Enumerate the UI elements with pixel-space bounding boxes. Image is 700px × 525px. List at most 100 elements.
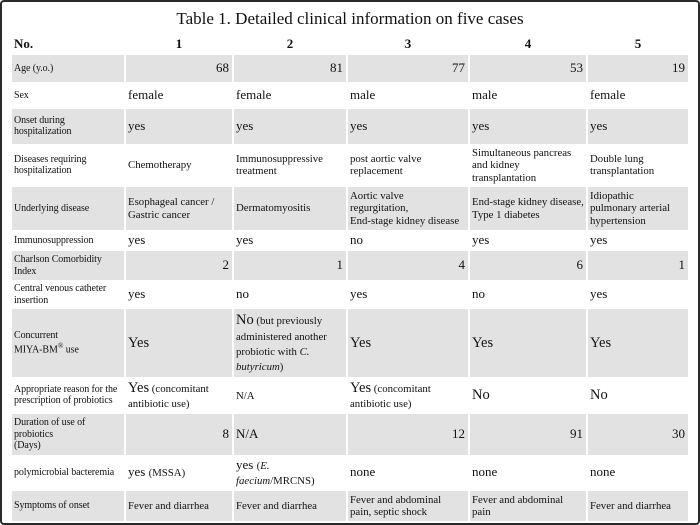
row-label: Immunosuppression [14,234,94,246]
case-4-value: no [472,286,485,302]
case-2-value: 81 [234,54,346,82]
case-1-value: Chemotherapy [128,159,192,172]
row-label: Concurrent MIYA-BM® use [12,309,124,377]
case-1-value: Yes [126,309,232,377]
row-label: Charlson Comorbidity Index [12,251,124,281]
case-4-value: yes [472,232,490,248]
row-label: Appropriate reason for the prescription … [14,383,118,407]
case-5-value: 19 [588,54,688,82]
case-4-value: 6 [470,251,586,281]
case-2-value: yes [236,232,254,248]
table-row: Central venous catheter insertion yes no ye… [12,280,688,309]
row-label: Duration of use of probiotics (Days) [12,414,124,455]
case-1-value: Esophageal cancer / Gastric cancer [126,187,232,231]
case-5-value: yes [588,108,688,144]
case-4-value: Fever and abdominal pain [470,490,586,522]
case-2-value: female [236,86,272,102]
case-1-value: yes (MSSA) [128,464,186,480]
row-label: Central venous catheter insertion [14,283,107,306]
header-case-3: 3 [404,36,412,51]
case-3-value: no [350,232,363,248]
case-3-value: Yes (concomitant antibiotic use) [350,379,431,411]
case-5-value: 1 [588,251,688,281]
case-3-value: Yes [348,309,468,377]
case-3-value: 77 [348,54,468,82]
case-4-value: male [472,86,498,102]
table-row: Underlying disease Esophageal cancer / Ga… [12,187,688,231]
header-row: No. 1 2 3 4 5 [12,34,688,55]
case-5-value: Yes [588,309,688,377]
table-row: Sex female female male male female [12,82,688,109]
case-1-value: female [128,86,164,102]
table-body: Age (y.o.) 68 81 77 53 19 Sex female female male m… [12,54,688,523]
case-3-value: 12 [348,414,468,455]
case-1-value: Enterocolitis [126,521,232,523]
table-row: Appropriate reason for the prescription … [12,377,688,415]
row-label: Age (y.o.) [12,54,124,82]
case-2-value: yes (E. faecium/MRCNS) [236,456,315,487]
case-1-value: yes [128,232,146,248]
case-5-value: Double lung transplantation [590,153,655,178]
case-3-value: post aortic valve replacement [350,153,422,178]
case-5-value: none [590,464,616,480]
case-1-value: 68 [126,54,232,82]
case-3-value: Fever and abdominal pain, septic shock [348,490,468,522]
case-4-value: 91 [470,414,586,455]
case-5-value: 30 [588,414,688,455]
case-4-value: 53 [470,54,586,82]
row-label: Sex [14,89,29,101]
row-label: Diagnosis [12,521,124,523]
case-5-value: Idiopathic pulmonary arterial hypertensi… [588,187,688,231]
case-1-value: yes [126,108,232,144]
table-row: Charlson Comorbidity Index 2 1 4 6 1 [12,251,688,281]
case-1-value: 8 [126,414,232,455]
case-5-value: No [590,387,608,404]
case-2-value: Enterocolitis [234,521,346,523]
case-4-value: Duodenal perforation [470,521,586,523]
clinical-table: No. 1 2 3 4 5 Age (y.o.) 68 81 77 53 19 Sex fem… [10,34,690,523]
table-row: Diseases requiring hospitalization Chemot… [12,144,688,187]
case-2-value: yes [234,108,346,144]
table-row: Onset during hospitalization yes yes yes yes… [12,108,688,144]
case-5-value: Fever and diarrhea [588,490,688,522]
case-3-value: Aortic valve regurgitation, End-stage ki… [348,187,468,231]
case-4-value: yes [470,108,586,144]
case-5-value: Enterocolitis [588,521,688,523]
case-3-value: 4 [348,251,468,281]
table-row: Immunosuppression yes yes no yes yes [12,230,688,251]
table-title: Table 1. Detailed clinical information o… [176,9,524,28]
case-2-value: Fever and diarrhea [234,490,346,522]
row-label: Underlying disease [12,187,124,231]
case-2-value: 1 [234,251,346,281]
header-no-label: No. [14,36,34,51]
case-4-value: none [472,464,498,480]
case-2-value: N/A [236,390,255,402]
case-4-value: Simultaneous pancreas and kidney transpl… [472,146,572,184]
case-3-value: none [350,464,376,480]
row-label: Diseases requiring hospitalization [14,153,87,177]
case-2-value: No (but previously administered another … [234,309,346,377]
case-1-value: yes [128,286,146,302]
case-5-value: yes [590,232,608,248]
table-row: Duration of use of probiotics (Days) 8 N/A… [12,414,688,455]
case-1-value: Yes (concomitant antibiotic use) [128,379,209,411]
case-2-value: N/A [234,414,346,455]
row-label: Onset during hospitalization [12,108,124,144]
header-case-5: 5 [634,36,642,51]
header-case-1: 1 [175,36,183,51]
row-label: polymicrobial bacteremia [14,466,115,478]
case-4-value: Yes [470,309,586,377]
table-row: DiagnosisEnterocolitisEnterocolitisNOMID… [12,521,688,523]
table-row: Concurrent MIYA-BM® use Yes No (but previo… [12,309,688,377]
case-3-value: NOMI [348,521,468,523]
case-5-value: female [590,86,626,102]
case-2-value: no [236,286,249,302]
case-1-value: Fever and diarrhea [126,490,232,522]
header-case-2: 2 [286,36,294,51]
case-4-value: No [472,387,490,404]
row-label: Symptoms of onset [12,490,124,522]
case-2-value: Immunosuppressive treatment [236,153,323,178]
case-3-value: yes [350,286,368,302]
case-1-value: 2 [126,251,232,281]
